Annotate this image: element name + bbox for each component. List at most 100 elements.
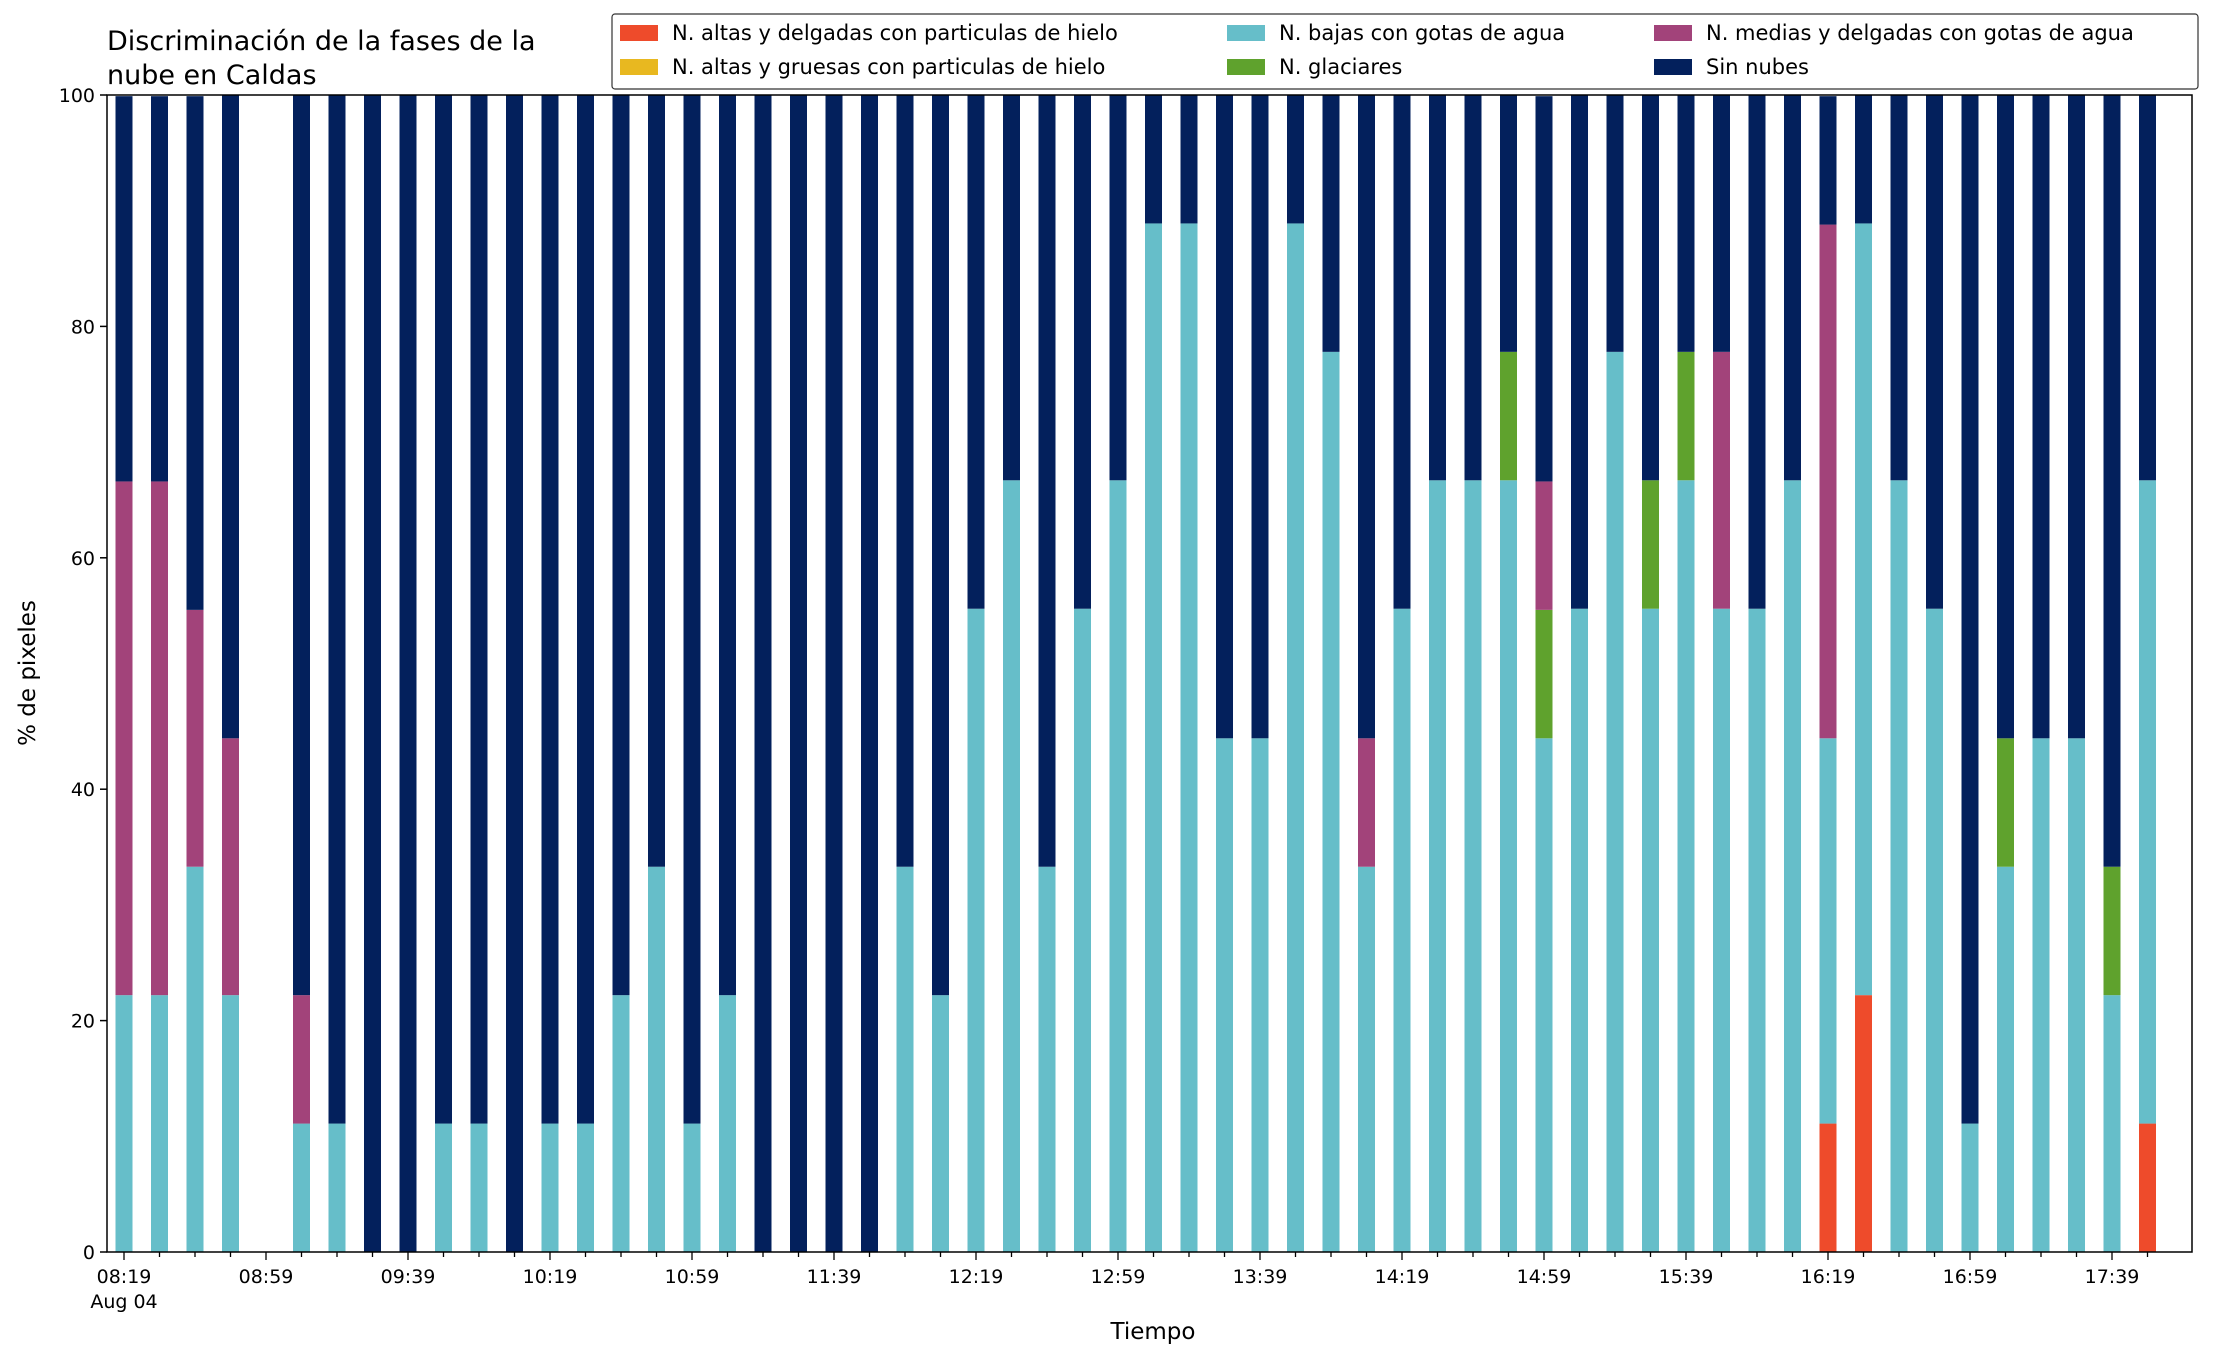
bar-segment-s2-46 <box>1748 608 1766 1252</box>
bar-segment-s2-48 <box>1819 738 1837 1124</box>
bar-segment-s3-56 <box>2103 866 2121 996</box>
bar-segment-s5-54 <box>2032 95 2050 739</box>
legend-swatch-3 <box>1227 59 1265 75</box>
bar-segment-s2-25 <box>1003 480 1020 1252</box>
chart-title-line-2: nube en Caldas <box>107 60 317 91</box>
x-tick-label: 13:39 <box>1233 1266 1288 1288</box>
bar-segment-s5-22 <box>896 95 914 867</box>
bar-segment-s5-12 <box>541 95 559 1124</box>
legend-label-4: N. medias y delgadas con gotas de agua <box>1706 21 2134 45</box>
bar-segment-s2-43 <box>1642 608 1659 1252</box>
bar-segment-s2-15 <box>648 866 665 1252</box>
bar-segment-s2-26 <box>1038 866 1056 1252</box>
bar-segment-s2-57 <box>2139 480 2156 1124</box>
bar-segment-s4-3 <box>222 738 239 996</box>
legend-swatch-1 <box>620 59 658 75</box>
bar-segment-s5-46 <box>1748 95 1766 609</box>
bar-segment-s2-45 <box>1713 608 1730 1252</box>
bar-segment-s5-18 <box>754 95 772 1252</box>
bar-segment-s5-25 <box>1003 95 1020 481</box>
bar-segment-s5-48 <box>1819 96 1837 225</box>
bar-segment-s2-14 <box>612 995 630 1252</box>
bar-segment-s2-28 <box>1109 480 1127 1252</box>
legend-label-1: N. altas y gruesas con particulas de hie… <box>672 55 1105 79</box>
bar-segment-s2-13 <box>577 1123 594 1252</box>
bar-segment-s5-11 <box>506 95 523 1252</box>
bar-segment-s5-32 <box>1251 95 1269 739</box>
x-tick-label: 10:19 <box>523 1266 578 1288</box>
bar-segment-s2-47 <box>1784 480 1801 1252</box>
bar-segment-s5-43 <box>1642 95 1659 481</box>
bar-segment-s5-0 <box>115 96 133 482</box>
bar-segment-s5-34 <box>1322 95 1340 352</box>
x-tick-label: 15:39 <box>1659 1266 1714 1288</box>
bar-segment-s2-29 <box>1145 223 1162 1253</box>
x-tick-label: 14:59 <box>1517 1266 1572 1288</box>
legend-swatch-2 <box>1227 25 1265 41</box>
bar-segment-s5-37 <box>1429 95 1446 481</box>
bar-segment-s2-0 <box>115 995 133 1252</box>
bar-segment-s5-52 <box>1961 95 1979 1124</box>
bar-segment-s2-44 <box>1677 480 1695 1252</box>
bar-segment-s5-24 <box>967 95 985 609</box>
bar-segment-s2-9 <box>435 1123 452 1252</box>
bar-segment-s2-27 <box>1074 608 1091 1252</box>
bar-segment-s2-32 <box>1251 738 1269 1252</box>
bar-segment-s5-45 <box>1713 95 1730 352</box>
bar-segment-s2-1 <box>151 995 168 1252</box>
bar-segment-s4-35 <box>1358 738 1375 867</box>
bar-segment-s5-9 <box>435 95 452 1124</box>
bar-segment-s4-5 <box>293 995 310 1124</box>
legend-swatch-5 <box>1654 59 1692 75</box>
bar-segment-s0-57 <box>2139 1123 2156 1252</box>
bar-segment-s5-28 <box>1109 95 1127 481</box>
bar-segment-s5-50 <box>1890 95 1908 481</box>
bar-segment-s2-34 <box>1322 351 1340 1253</box>
legend-label-3: N. glaciares <box>1279 55 1402 79</box>
bar-segment-s2-2 <box>186 866 204 1252</box>
y-tick-label: 40 <box>71 779 95 801</box>
bar-segment-s2-53 <box>1997 866 2014 1252</box>
bar-segment-s2-31 <box>1216 738 1233 1252</box>
bar-segment-s5-30 <box>1180 95 1198 224</box>
x-tick-label: 08:19 <box>97 1266 152 1288</box>
legend-label-5: Sin nubes <box>1706 55 1809 79</box>
bar-segment-s5-49 <box>1855 95 1872 224</box>
x-tick-label: 17:39 <box>2085 1266 2140 1288</box>
bar-segment-s5-42 <box>1606 95 1624 352</box>
bar-segment-s2-49 <box>1855 223 1872 996</box>
bar-segment-s5-10 <box>470 95 488 1124</box>
bar-segment-s5-15 <box>648 95 665 867</box>
bar-segment-s5-3 <box>222 95 239 739</box>
bar-segment-s5-44 <box>1677 95 1695 352</box>
bar-segment-s2-23 <box>932 995 949 1252</box>
y-tick-label: 20 <box>71 1011 95 1033</box>
bar-segment-s2-5 <box>293 1123 310 1252</box>
bar-segment-s2-39 <box>1500 480 1517 1252</box>
bar-segment-s3-40 <box>1535 609 1553 739</box>
bar-segment-s2-3 <box>222 995 239 1252</box>
bar-segment-s2-37 <box>1429 480 1446 1252</box>
bar-segment-s5-7 <box>364 95 381 1252</box>
bar-segment-s0-48 <box>1819 1123 1837 1252</box>
bar-segment-s4-45 <box>1713 351 1730 609</box>
x-axis: 08:19 08:59 09:39 10:19 10:59 11:39 12:19 12:59… <box>90 1252 2149 1313</box>
x-tick-label: 10:59 <box>665 1266 720 1288</box>
bar-segment-s2-38 <box>1464 480 1482 1252</box>
bar-segment-s2-50 <box>1890 480 1908 1252</box>
bar-segment-s2-33 <box>1287 223 1304 1253</box>
bar-segment-s5-47 <box>1784 95 1801 481</box>
bar-segment-s2-42 <box>1606 351 1624 1253</box>
bar-segment-s4-40 <box>1535 481 1553 610</box>
bar-segment-s4-0 <box>115 481 133 996</box>
x-tick-label: 12:19 <box>949 1266 1004 1288</box>
bar-segment-s5-55 <box>2068 95 2085 739</box>
bar-segment-s4-1 <box>151 481 168 996</box>
legend-swatch-4 <box>1654 25 1692 41</box>
x-tick-label: 08:59 <box>239 1266 294 1288</box>
bar-segment-s2-16 <box>683 1123 701 1252</box>
bar-segment-s3-43 <box>1642 480 1659 609</box>
bar-segment-s5-56 <box>2103 95 2121 867</box>
bar-segment-s5-29 <box>1145 95 1162 224</box>
